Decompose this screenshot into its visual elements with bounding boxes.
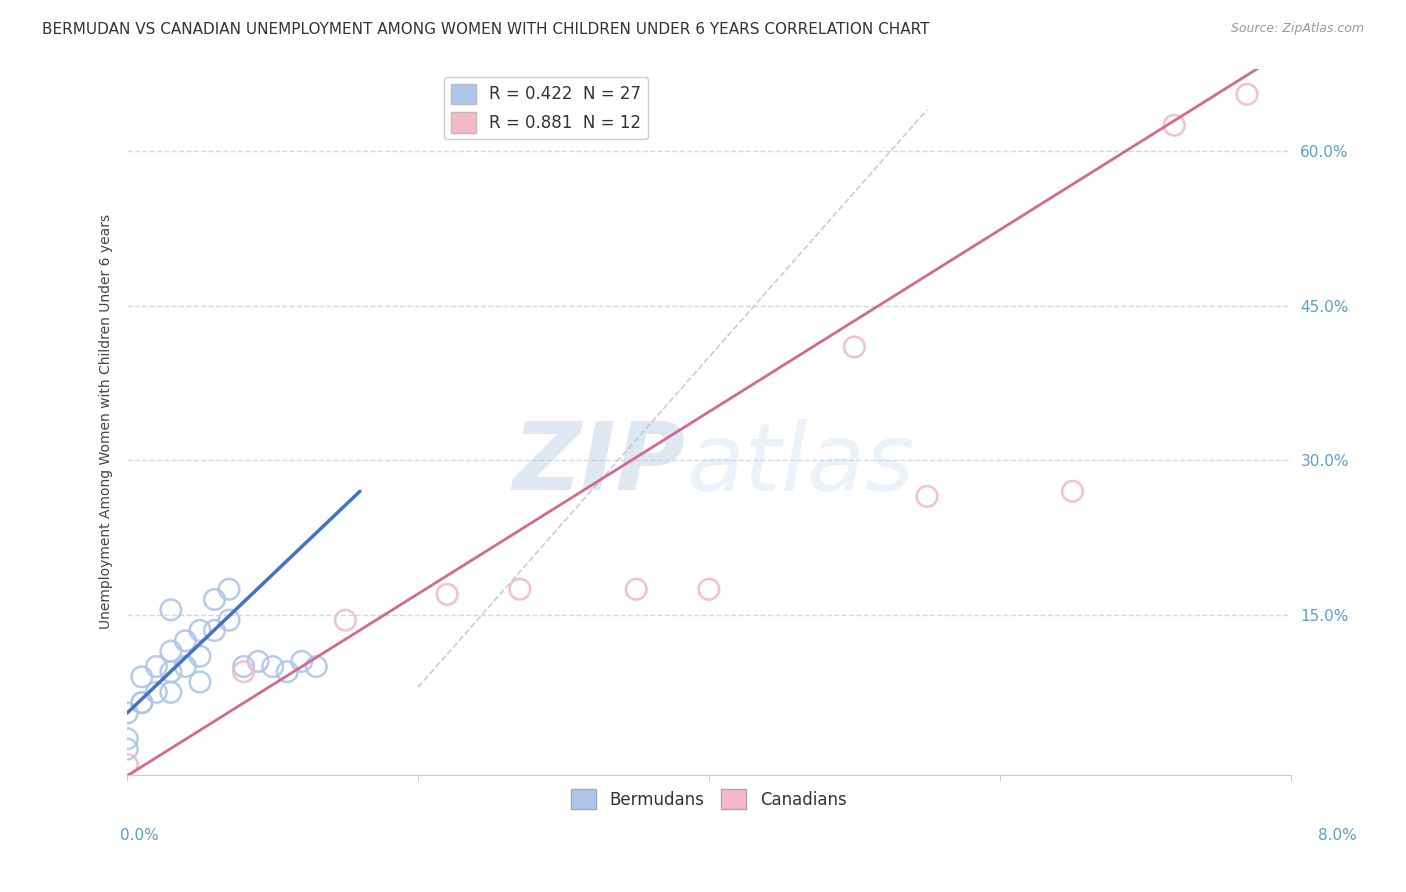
Point (247, 654, 270, 668)
Point (174, 659, 197, 673)
Point (131, 670, 153, 684)
Point (160, 644, 183, 658)
Point (305, 659, 328, 673)
Text: BERMUDAN VS CANADIAN UNEMPLOYMENT AMONG WOMEN WITH CHILDREN UNDER 6 YEARS CORREL: BERMUDAN VS CANADIAN UNEMPLOYMENT AMONG … (42, 22, 929, 37)
Y-axis label: Unemployment Among Women with Children Under 6 years: Unemployment Among Women with Children U… (100, 214, 114, 629)
Text: atlas: atlas (686, 418, 914, 509)
Legend: Bermudans, Canadians: Bermudans, Canadians (565, 782, 853, 816)
Point (915, 490, 938, 504)
Point (188, 624, 211, 638)
Point (160, 665, 183, 679)
Point (174, 633, 197, 648)
Point (117, 742, 139, 756)
Point (117, 706, 139, 720)
Point (844, 340, 866, 354)
Point (204, 592, 226, 607)
Point (204, 624, 226, 638)
Point (262, 659, 284, 673)
Text: Source: ZipAtlas.com: Source: ZipAtlas.com (1230, 22, 1364, 36)
Point (117, 757, 139, 772)
Point (145, 685, 167, 699)
Point (188, 649, 211, 664)
Point (1163, 118, 1185, 132)
Text: 8.0%: 8.0% (1317, 828, 1357, 843)
Point (131, 696, 153, 710)
Point (276, 665, 298, 679)
Point (232, 665, 254, 679)
Point (697, 582, 720, 597)
Point (436, 587, 458, 601)
Point (218, 613, 240, 627)
Text: 0.0%: 0.0% (120, 828, 159, 843)
Point (145, 659, 167, 673)
Point (131, 696, 153, 710)
Point (160, 603, 183, 617)
Point (1062, 484, 1084, 499)
Point (509, 582, 531, 597)
Text: ZIP: ZIP (513, 418, 686, 510)
Point (291, 654, 314, 668)
Point (160, 685, 183, 699)
Point (1236, 87, 1258, 102)
Point (335, 613, 357, 627)
Point (232, 659, 254, 673)
Point (624, 582, 647, 597)
Point (218, 582, 240, 597)
Point (188, 675, 211, 690)
Point (117, 731, 139, 746)
